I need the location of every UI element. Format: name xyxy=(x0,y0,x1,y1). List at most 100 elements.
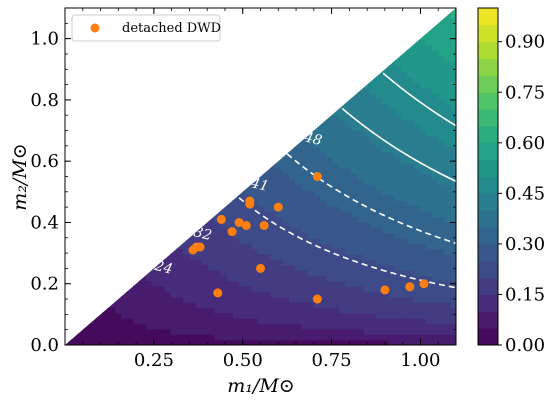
heatmap-cell xyxy=(382,318,390,325)
heatmap-cell xyxy=(369,210,377,217)
heatmap-cell xyxy=(444,216,452,223)
heatmap-cell xyxy=(301,253,309,260)
heatmap-cell xyxy=(369,194,377,201)
heatmap-cell xyxy=(214,253,222,260)
heatmap-cell xyxy=(313,259,321,266)
heatmap-cell xyxy=(363,253,371,260)
heatmap-cell xyxy=(214,259,222,266)
heatmap-cell xyxy=(382,216,390,223)
heatmap-cell xyxy=(295,269,302,276)
heatmap-cell xyxy=(382,184,390,191)
heatmap-cell xyxy=(400,323,408,330)
heatmap-cell xyxy=(438,173,446,180)
heatmap-cell xyxy=(245,205,253,212)
heatmap-cell xyxy=(313,200,321,207)
heatmap-cell xyxy=(276,189,284,196)
heatmap-cell xyxy=(400,60,408,67)
heatmap-cell xyxy=(332,269,340,276)
heatmap-cell xyxy=(288,237,296,244)
x-axis-ticks: 0.25 0.50 0.75 1.00 xyxy=(82,8,440,371)
heatmap-cell xyxy=(394,237,402,244)
heatmap-cell xyxy=(301,178,309,185)
heatmap-cell xyxy=(413,339,421,345)
heatmap-cell xyxy=(438,34,446,40)
heatmap-cell xyxy=(357,323,365,330)
heatmap-cell xyxy=(376,109,383,116)
heatmap-cell xyxy=(382,259,390,266)
heatmap-cell xyxy=(189,286,197,292)
heatmap-cell xyxy=(120,302,128,309)
heatmap-cell xyxy=(208,232,215,239)
heatmap-cell xyxy=(251,200,259,207)
heatmap-cell xyxy=(382,205,390,212)
heatmap-cell xyxy=(419,237,427,244)
heatmap-cell xyxy=(245,227,253,234)
heatmap-cell xyxy=(189,339,197,345)
heatmap-cell xyxy=(432,291,439,298)
heatmap-cell xyxy=(444,82,452,89)
heatmap-cell xyxy=(357,328,365,335)
heatmap-cell xyxy=(369,168,377,175)
heatmap-cell xyxy=(438,334,446,341)
heatmap-cell xyxy=(145,334,153,341)
heatmap-cell xyxy=(332,280,340,287)
heatmap-cell xyxy=(382,66,390,73)
heatmap-cell xyxy=(432,39,439,46)
heatmap-cell xyxy=(332,253,340,260)
heatmap-cell xyxy=(363,318,371,325)
heatmap-cell xyxy=(158,275,166,282)
heatmap-cell xyxy=(158,269,166,276)
heatmap-cell xyxy=(400,264,408,271)
heatmap-cell xyxy=(239,205,246,212)
heatmap-cell xyxy=(369,82,377,89)
heatmap-cell xyxy=(363,280,371,287)
heatmap-cell xyxy=(214,280,222,287)
heatmap-cell xyxy=(251,318,259,325)
heatmap-cell xyxy=(432,302,439,309)
heatmap-cell xyxy=(226,269,234,276)
heatmap-cell xyxy=(195,253,203,260)
contour-label-0-41: 0.41 xyxy=(236,172,270,195)
heatmap-cell xyxy=(425,334,433,341)
heatmap-cell xyxy=(307,151,315,158)
heatmap-cell xyxy=(444,168,452,175)
heatmap-cell xyxy=(425,259,433,266)
heatmap-cell xyxy=(394,286,402,292)
heatmap-cell xyxy=(394,173,402,180)
heatmap-cell xyxy=(133,334,141,341)
heatmap-cell xyxy=(232,323,240,330)
heatmap-cell xyxy=(351,146,358,153)
heatmap-cell xyxy=(301,237,309,244)
heatmap-cell xyxy=(220,205,228,212)
heatmap-cell xyxy=(220,221,228,228)
heatmap-cell xyxy=(407,162,414,169)
heatmap-cell xyxy=(432,130,439,137)
heatmap-cell xyxy=(357,280,365,287)
heatmap-cell xyxy=(425,44,433,51)
heatmap-cell xyxy=(164,275,172,282)
heatmap-cell xyxy=(201,318,209,325)
heatmap-cell xyxy=(295,227,302,234)
heatmap-cell xyxy=(295,151,302,158)
heatmap-cell xyxy=(357,146,365,153)
heatmap-cell xyxy=(288,339,296,345)
heatmap-cell xyxy=(394,269,402,276)
heatmap-cell xyxy=(357,98,365,105)
heatmap-cell xyxy=(450,194,456,201)
heatmap-cell xyxy=(307,243,315,250)
heatmap-cell xyxy=(282,232,290,239)
heatmap-cell xyxy=(270,323,278,330)
heatmap-cell xyxy=(425,87,433,94)
heatmap-cell xyxy=(270,302,278,309)
y-tick-label: 1.0 xyxy=(30,29,59,50)
heatmap-cell xyxy=(438,237,446,244)
heatmap-cell xyxy=(407,98,414,105)
heatmap-cell xyxy=(357,334,365,341)
heatmap-cell xyxy=(450,291,456,298)
heatmap-cell xyxy=(369,328,377,335)
heatmap-cell xyxy=(400,119,408,126)
heatmap-cell xyxy=(214,269,222,276)
heatmap-cell xyxy=(189,323,197,330)
heatmap-cell xyxy=(96,328,103,335)
heatmap-cell xyxy=(239,334,246,341)
